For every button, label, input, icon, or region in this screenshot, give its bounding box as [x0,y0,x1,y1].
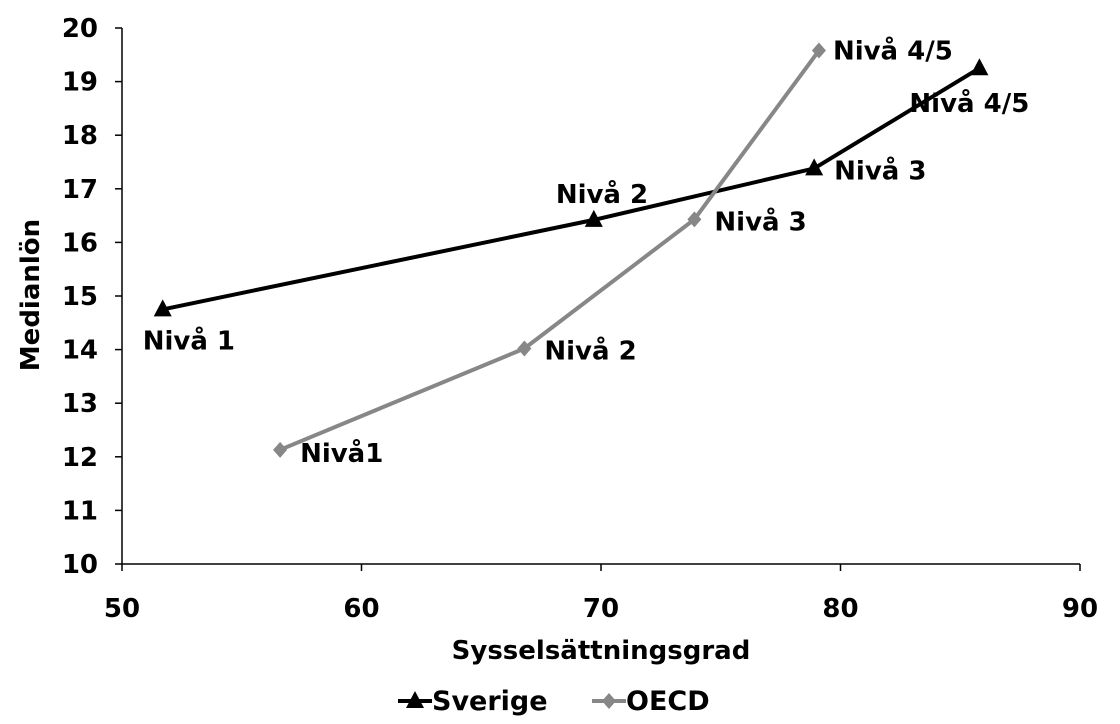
data-point-marker [584,209,603,227]
legend-item: OECD [592,686,710,717]
y-tick-label: 20 [62,14,98,44]
data-point-label: Nivå 3 [834,154,926,186]
data-point-label: Nivå1 [300,437,383,469]
x-tick-label: 90 [1062,594,1098,624]
data-point-marker [273,441,288,458]
data-point-marker [517,340,532,357]
y-tick-label: 17 [62,175,98,205]
y-tick-label: 19 [62,68,98,98]
data-point-marker [153,299,172,317]
legend: Sverige OECD [398,686,710,717]
x-tick-label: 80 [822,594,858,624]
y-tick-label: 13 [62,389,98,419]
y-axis-title: Medianlön [16,219,46,371]
y-tick-label: 10 [62,550,98,580]
legend-marker [602,693,616,709]
legend-label: OECD [626,686,710,717]
data-point-marker [805,158,824,176]
y-tick-label: 12 [62,443,98,473]
data-point-marker [970,58,989,76]
series-oecd [273,42,826,458]
data-point-label: Nivå 1 [143,324,235,356]
y-tick-label: 14 [62,336,98,366]
data-point-label: Nivå 2 [556,178,648,210]
data-point-label: Nivå 4/5 [909,87,1029,119]
legend-marker [406,691,424,708]
y-tick-label: 15 [62,282,98,312]
series-line [162,66,981,312]
data-point-label: Nivå 2 [544,335,636,367]
data-point-marker [811,42,826,59]
y-tick-label: 16 [62,228,98,258]
data-point-marker [687,211,702,228]
point-labels: Nivå 1 Nivå 2 Nivå 3 Nivå 4/5 Nivå1 Nivå 2 Niv… [143,35,1030,469]
axes: 10 11 12 13 14 15 16 17 18 19 20 50 60 70 80 90 [62,14,1098,624]
x-tick-label: 60 [343,594,379,624]
data-point-label: Nivå 4/5 [833,35,953,67]
series-line [279,49,821,452]
legend-item: Sverige [398,686,548,717]
x-tick-label: 50 [104,594,140,624]
y-tick-label: 11 [62,496,98,526]
data-point-label: Nivå 3 [714,205,806,237]
series-layer [153,42,989,458]
x-tick-label: 70 [583,594,619,624]
y-tick-label: 18 [62,121,98,151]
legend-label: Sverige [432,686,548,717]
x-axis-title: Sysselsättningsgrad [452,636,751,666]
series-sverige [153,58,989,317]
